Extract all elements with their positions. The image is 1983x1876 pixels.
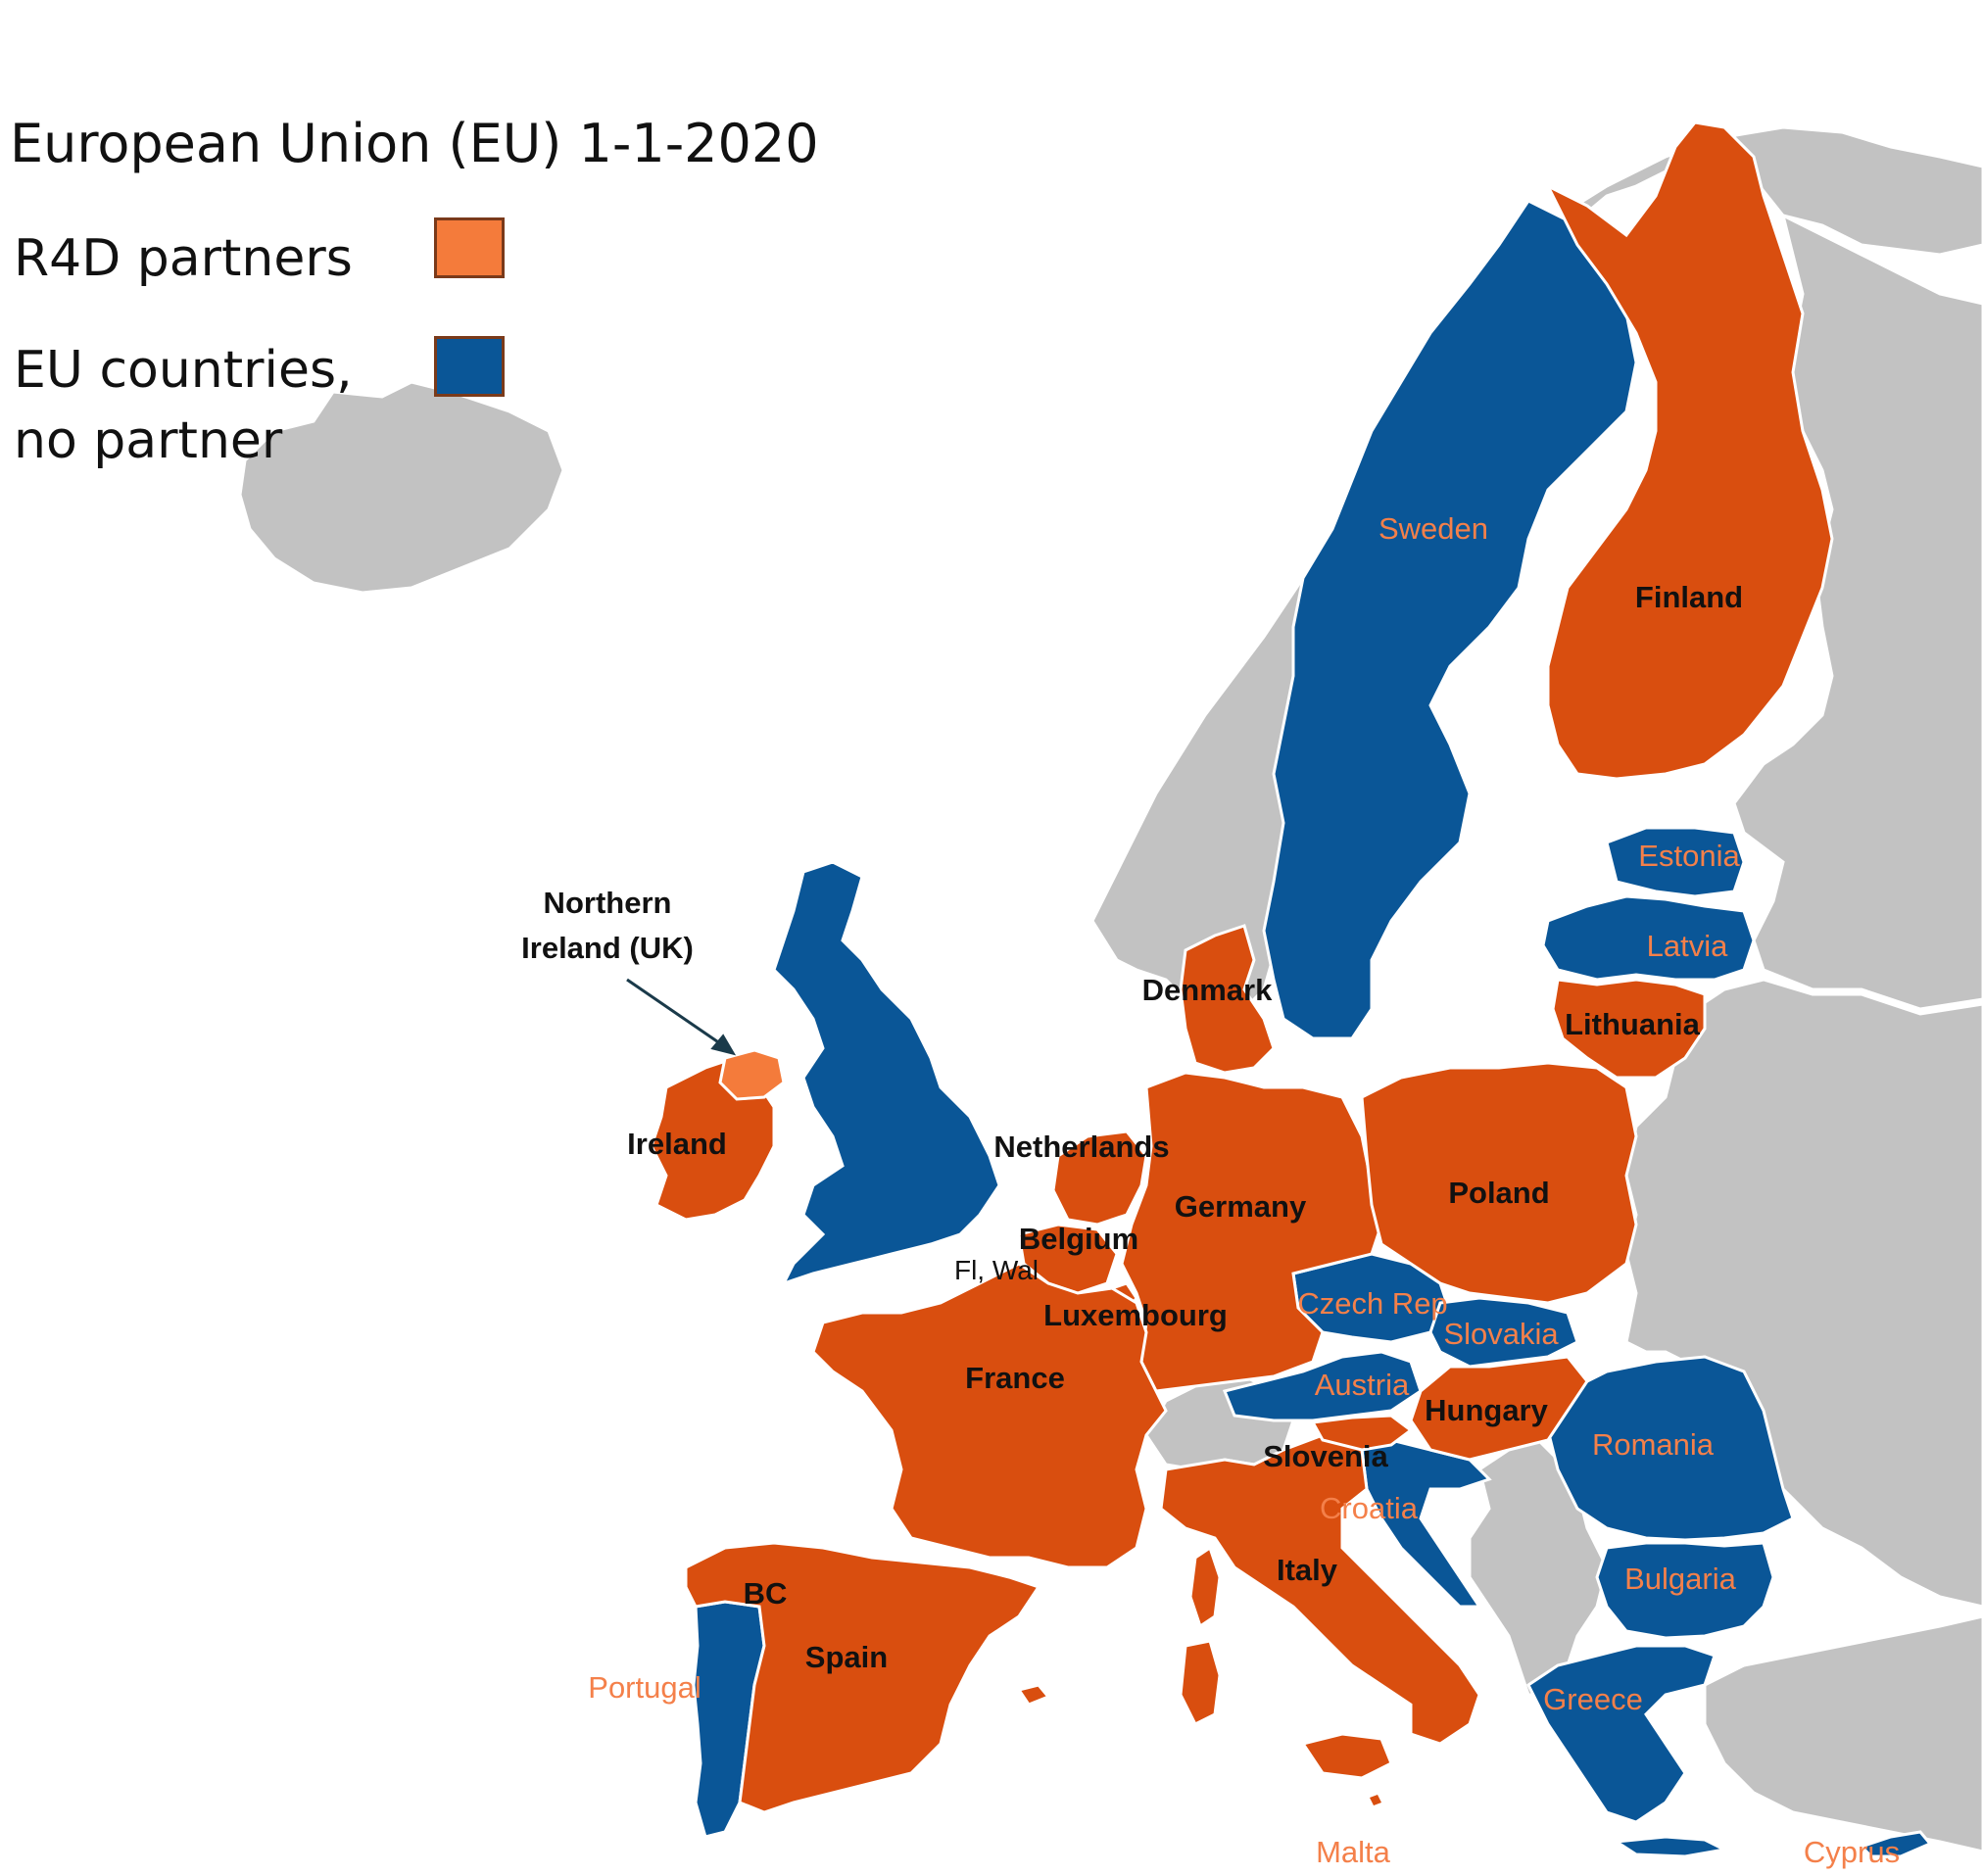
germany-shape — [1120, 1071, 1383, 1393]
denmark-shape — [1179, 924, 1276, 1075]
northern-ireland-pointer — [626, 978, 737, 1056]
bulgaria-shape — [1595, 1541, 1775, 1640]
label-malta: Malta — [1316, 1835, 1390, 1869]
uk-shape — [772, 860, 1001, 1286]
label-hungary: Hungary — [1425, 1393, 1548, 1427]
malta-shape — [1370, 1795, 1381, 1805]
slovakia-shape — [1428, 1296, 1579, 1369]
label-latvia: Latvia — [1646, 929, 1728, 963]
label-finland: Finland — [1634, 580, 1744, 614]
sicily-shape — [1300, 1732, 1393, 1780]
corsica-shape — [1188, 1545, 1222, 1629]
balearic-shape — [1016, 1683, 1051, 1707]
label-estonia: Estonia — [1638, 839, 1740, 873]
label-sweden: Sweden — [1378, 511, 1489, 546]
label-austria: Austria — [1314, 1368, 1410, 1402]
label-spain: Spain — [804, 1640, 889, 1674]
label-lithuania: Lithuania — [1565, 1007, 1700, 1041]
partner-countries — [650, 120, 1834, 1814]
legend-nonpartner-label-1: EU countries, — [14, 341, 353, 400]
latvia-shape — [1541, 894, 1756, 982]
label-denmark: Denmark — [1141, 973, 1273, 1007]
france-shape — [811, 1262, 1168, 1569]
label-italy: Italy — [1276, 1553, 1338, 1587]
turkey — [1703, 1614, 1983, 1853]
belgium-shape — [1017, 1223, 1119, 1295]
hungary-shape — [1409, 1355, 1589, 1462]
italy-shape — [1159, 1433, 1481, 1746]
label-poland: Poland — [1448, 1176, 1550, 1210]
label-france: France — [965, 1361, 1065, 1395]
label-czech: Czech Rep — [1297, 1286, 1448, 1321]
legend-nonpartner-label-2: no partner — [14, 411, 283, 470]
sweden-shape — [1262, 199, 1638, 1040]
finland-shape — [1544, 120, 1834, 781]
label-bc: BC — [743, 1576, 788, 1611]
netherlands-shape — [1051, 1130, 1148, 1227]
lithuania-shape — [1551, 978, 1707, 1080]
label-cyprus: Cyprus — [1803, 1835, 1901, 1869]
iceland — [238, 380, 565, 595]
label-portugal: Portugal — [588, 1670, 701, 1705]
non-eu-land — [238, 125, 1983, 1853]
estonia-shape — [1605, 826, 1746, 898]
label-ireland: Ireland — [627, 1127, 727, 1161]
label-slovakia: Slovakia — [1443, 1317, 1559, 1351]
sardinia-shape — [1179, 1639, 1222, 1727]
slovenia-shape — [1310, 1414, 1414, 1452]
label-northern-ireland-1: Northern — [543, 886, 672, 920]
crete-shape — [1612, 1835, 1729, 1858]
eu-nonpartner-countries — [692, 199, 1933, 1858]
label-belgium: Belgium — [1018, 1222, 1139, 1256]
label-germany: Germany — [1174, 1189, 1307, 1224]
legend-nonpartner-swatch — [434, 336, 505, 397]
legend-title: European Union (EU) 1-1-2020 — [10, 113, 819, 174]
legend-partner-swatch — [434, 217, 505, 278]
label-slovenia: Slovenia — [1263, 1439, 1388, 1473]
greece-shape — [1526, 1644, 1717, 1824]
romania-shape — [1546, 1355, 1795, 1542]
label-netherlands: Netherlands — [993, 1130, 1170, 1164]
poland-shape — [1360, 1061, 1638, 1305]
cyprus-shape — [1859, 1830, 1933, 1858]
northern-ireland-shape — [718, 1048, 786, 1101]
label-bulgaria: Bulgaria — [1624, 1562, 1736, 1596]
spain-shape — [684, 1541, 1041, 1814]
label-luxembourg: Luxembourg — [1043, 1298, 1228, 1332]
label-fl-wal: Fl, Wal — [953, 1255, 1040, 1285]
label-croatia: Croatia — [1320, 1491, 1418, 1525]
label-greece: Greece — [1543, 1682, 1643, 1716]
label-northern-ireland-2: Ireland (UK) — [521, 931, 694, 965]
label-romania: Romania — [1591, 1427, 1715, 1462]
legend-partner-label: R4D partners — [14, 229, 353, 288]
